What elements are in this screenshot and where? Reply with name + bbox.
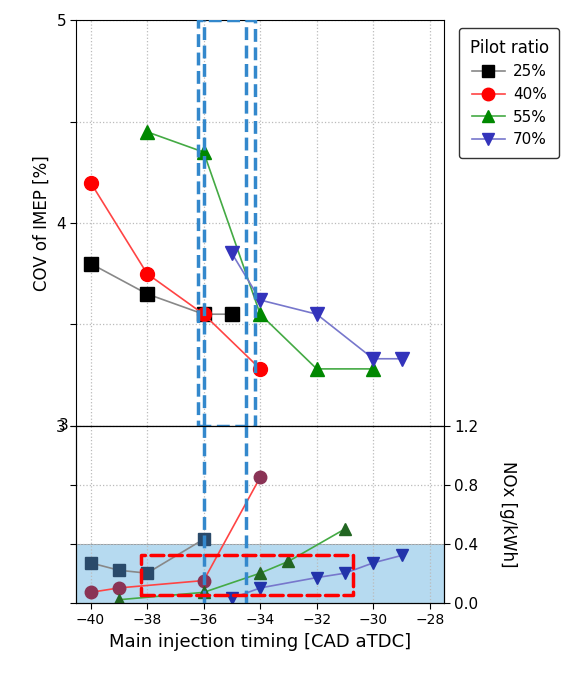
Bar <box>198 20 255 426</box>
Legend: 25%, 40%, 55%, 70%: 25%, 40%, 55%, 70% <box>459 28 559 158</box>
Text: 3: 3 <box>58 418 68 433</box>
Bar <box>76 543 444 603</box>
Bar <box>142 556 353 595</box>
Y-axis label: NOx [g/kWh]: NOx [g/kWh] <box>499 461 517 567</box>
Y-axis label: COV of IMEP [%]: COV of IMEP [%] <box>33 155 51 291</box>
X-axis label: Main injection timing [CAD aTDC]: Main injection timing [CAD aTDC] <box>109 633 411 650</box>
